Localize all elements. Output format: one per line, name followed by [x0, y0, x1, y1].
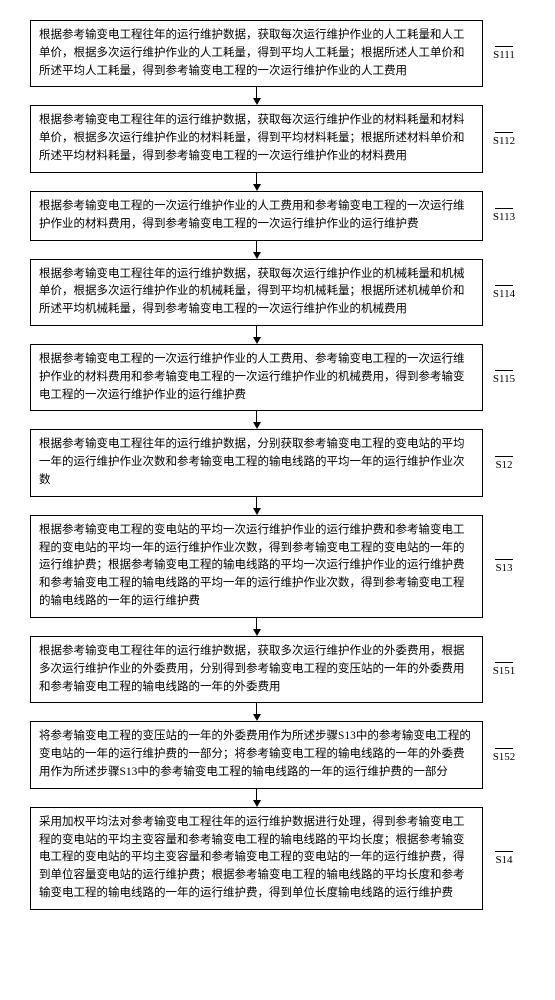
step-S111: 根据参考输变电工程往年的运行维护数据，获取每次运行维护作业的人工耗量和人工单价，… [30, 20, 525, 87]
flowchart-container: 根据参考输变电工程往年的运行维护数据，获取每次运行维护作业的人工耗量和人工单价，… [30, 20, 525, 910]
step-label: S114 [493, 288, 515, 300]
step-text: 根据参考输变电工程的一次运行维护作业的人工费用和参考输变电工程的一次运行维护作业… [30, 191, 483, 241]
step-label: S152 [493, 751, 516, 763]
step-text: 根据参考输变电工程的变电站的平均一次运行维护作业的运行维护费和参考输变电工程的变… [30, 515, 483, 618]
step-text: 采用加权平均法对参考输变电工程往年的运行维护数据进行处理，得到参考输变电工程的变… [30, 807, 483, 910]
arrow [9, 497, 504, 515]
step-text: 将参考输变电工程的变压站的一年的外委费用作为所述步骤S13中的参考输变电工程的变… [30, 721, 483, 788]
step-label: S14 [495, 854, 512, 866]
step-text: 根据参考输变电工程往年的运行维护数据，获取每次运行维护作业的机械耗量和机械单价，… [30, 259, 483, 326]
label-tick [495, 132, 513, 133]
step-S14: 采用加权平均法对参考输变电工程往年的运行维护数据进行处理，得到参考输变电工程的变… [30, 807, 525, 910]
step-S112: 根据参考输变电工程往年的运行维护数据，获取每次运行维护作业的材料耗量和材料单价，… [30, 105, 525, 172]
step-label: S12 [495, 459, 512, 471]
step-label-col: S13 [483, 559, 525, 574]
label-tick [495, 46, 513, 47]
step-text: 根据参考输变电工程往年的运行维护数据，获取每次运行维护作业的材料耗量和材料单价，… [30, 105, 483, 172]
label-tick [495, 456, 513, 457]
label-tick [495, 285, 513, 286]
arrow [9, 173, 504, 191]
step-label-col: S115 [483, 370, 525, 385]
arrow [9, 326, 504, 344]
label-tick [495, 559, 513, 560]
step-label-col: S151 [483, 662, 525, 677]
step-label-col: S12 [483, 456, 525, 471]
step-label-col: S114 [483, 285, 525, 300]
step-text: 根据参考输变电工程的一次运行维护作业的人工费用、参考输变电工程的一次运行维护作业… [30, 344, 483, 411]
arrow [9, 789, 504, 807]
label-tick [495, 370, 513, 371]
step-S151: 根据参考输变电工程往年的运行维护数据，获取多次运行维护作业的外委费用，根据多次运… [30, 636, 525, 703]
step-text: 根据参考输变电工程往年的运行维护数据，获取多次运行维护作业的外委费用，根据多次运… [30, 636, 483, 703]
step-label: S151 [493, 665, 516, 677]
arrow [9, 703, 504, 721]
arrow [9, 618, 504, 636]
label-tick [495, 662, 513, 663]
label-tick [495, 208, 513, 209]
step-S114: 根据参考输变电工程往年的运行维护数据，获取每次运行维护作业的机械耗量和机械单价，… [30, 259, 525, 326]
step-S12: 根据参考输变电工程往年的运行维护数据，分别获取参考输变电工程的变电站的平均一年的… [30, 429, 525, 496]
step-label: S13 [495, 562, 512, 574]
step-label-col: S113 [483, 208, 525, 223]
step-text: 根据参考输变电工程往年的运行维护数据，获取每次运行维护作业的人工耗量和人工单价，… [30, 20, 483, 87]
arrow [9, 87, 504, 105]
arrow [9, 241, 504, 259]
step-S152: 将参考输变电工程的变压站的一年的外委费用作为所述步骤S13中的参考输变电工程的变… [30, 721, 525, 788]
step-S13: 根据参考输变电工程的变电站的平均一次运行维护作业的运行维护费和参考输变电工程的变… [30, 515, 525, 618]
step-label-col: S152 [483, 748, 525, 763]
step-label-col: S111 [483, 46, 525, 61]
label-tick [495, 851, 513, 852]
step-label: S115 [493, 373, 515, 385]
step-label: S111 [493, 49, 515, 61]
step-S113: 根据参考输变电工程的一次运行维护作业的人工费用和参考输变电工程的一次运行维护作业… [30, 191, 525, 241]
step-label: S112 [493, 135, 515, 147]
step-label: S113 [493, 211, 515, 223]
step-label-col: S112 [483, 132, 525, 147]
label-tick [495, 748, 513, 749]
arrow [9, 411, 504, 429]
step-S115: 根据参考输变电工程的一次运行维护作业的人工费用、参考输变电工程的一次运行维护作业… [30, 344, 525, 411]
step-text: 根据参考输变电工程往年的运行维护数据，分别获取参考输变电工程的变电站的平均一年的… [30, 429, 483, 496]
step-label-col: S14 [483, 851, 525, 866]
